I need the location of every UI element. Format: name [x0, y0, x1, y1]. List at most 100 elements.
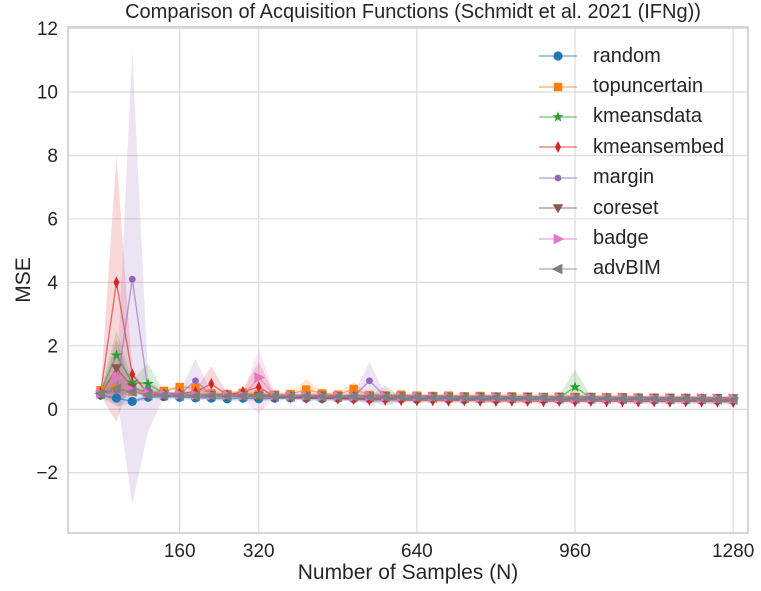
kmeansdata-marker-icon — [110, 349, 122, 361]
advBIM-marker-icon — [220, 390, 232, 402]
legend-label: margin — [593, 166, 655, 189]
advBIM-marker-icon — [252, 389, 264, 401]
margin-marker-icon — [192, 377, 199, 385]
legend-label: badge — [593, 227, 649, 250]
advBIM-marker-icon — [125, 386, 137, 398]
coreset-marker-icon — [552, 204, 564, 214]
advBIM-marker-icon — [283, 391, 295, 402]
advBIM-marker-icon — [489, 392, 501, 403]
chart-title: Comparison of Acquisition Functions (Sch… — [125, 1, 701, 23]
advBIM-marker-icon — [204, 390, 216, 402]
random-marker-icon — [127, 396, 137, 406]
kmeansembed-marker-icon — [129, 368, 136, 381]
y-tick-label: 0 — [47, 400, 58, 421]
legend-label: topuncertain — [593, 75, 704, 98]
y-tick-label: 6 — [47, 209, 58, 230]
advBIM-marker-icon — [394, 391, 406, 403]
kmeansembed-marker-icon — [539, 141, 577, 154]
margin-marker-icon — [554, 174, 562, 182]
random-marker-icon — [539, 51, 577, 61]
topuncertain-marker-icon — [301, 385, 311, 394]
advBIM-marker-icon — [189, 390, 200, 402]
advBIM-marker-icon — [426, 392, 438, 403]
advBIM-marker-icon — [537, 392, 548, 404]
advBIM-marker-icon — [726, 394, 738, 406]
y-tick-label: −2 — [36, 463, 58, 484]
kmeansembed-marker-icon — [255, 381, 262, 394]
advBIM-marker-icon — [347, 391, 359, 402]
advBIM-marker-icon — [315, 391, 327, 402]
coreset-marker-icon — [111, 364, 122, 374]
advBIM-marker-icon — [473, 392, 485, 404]
legend-label: kmeansdata — [593, 105, 702, 128]
advBIM-marker-icon — [616, 393, 627, 405]
legend-item-topuncertain: topuncertain — [538, 71, 724, 101]
legend-label: coreset — [593, 196, 659, 219]
legend-item-kmeansembed: kmeansembed — [538, 132, 724, 162]
y-tick-label: 4 — [47, 273, 58, 294]
advBIM-marker-icon — [378, 391, 390, 403]
advBIM-marker-icon — [584, 392, 596, 404]
advBIM-marker-icon — [457, 392, 469, 403]
y-tick-label: 10 — [37, 83, 58, 104]
advBIM-marker-icon — [442, 391, 453, 403]
y-axis-label: MSE — [12, 257, 35, 303]
badge-marker-icon — [112, 372, 123, 383]
tick-labels: 160 320 640 960 1280 −2 0 2 4 6 8 10 12 — [36, 19, 754, 562]
margin-marker-icon — [539, 174, 577, 182]
advBIM-marker-icon — [268, 390, 279, 402]
topuncertain-marker-icon — [539, 82, 577, 91]
random-marker-icon — [111, 393, 122, 403]
advBIM-marker-icon — [663, 393, 675, 405]
legend-label: random — [593, 44, 661, 67]
legend-item-coreset: coreset — [538, 193, 724, 223]
badge-marker-icon — [539, 233, 577, 244]
advBIM-marker-icon — [521, 392, 532, 404]
advBIM-marker-icon — [551, 263, 563, 275]
advBIM-marker-icon — [695, 393, 706, 405]
advBIM-marker-icon — [363, 391, 374, 403]
advBIM-marker-icon — [157, 389, 169, 401]
badge-marker-icon — [254, 372, 266, 383]
advBIM-marker-icon — [600, 393, 612, 404]
advBIM-marker-icon — [539, 263, 577, 275]
advBIM-marker-icon — [94, 388, 106, 399]
kmeansdata-marker-icon — [539, 111, 577, 122]
badge-marker-icon — [553, 233, 565, 244]
random-marker-icon — [553, 51, 563, 61]
advBIM-marker-icon — [710, 394, 722, 405]
advBIM-marker-icon — [410, 391, 422, 403]
legend: random topuncertain kmeansdata kmeansemb… — [538, 41, 724, 284]
advBIM-marker-icon — [110, 383, 121, 395]
legend-item-random: random — [538, 41, 724, 71]
x-tick-label: 640 — [401, 541, 433, 562]
plot-border — [67, 26, 749, 534]
advBIM-marker-icon — [173, 390, 185, 402]
legend-label: advBIM — [593, 257, 661, 280]
coreset-marker-icon — [539, 204, 577, 214]
margin-marker-icon — [128, 275, 136, 283]
kmeansembed-marker-icon — [113, 276, 120, 289]
series-markers-advBIM — [94, 383, 738, 406]
advBIM-marker-icon — [631, 393, 643, 404]
grid — [68, 27, 748, 533]
kmeansembed-marker-icon — [555, 141, 561, 154]
x-tick-label: 160 — [164, 541, 196, 562]
advBIM-marker-icon — [679, 393, 691, 405]
kmeansdata-marker-icon — [569, 381, 581, 392]
y-tick-label: 8 — [47, 146, 58, 167]
legend-item-advBIM: advBIM — [538, 254, 724, 284]
x-tick-label: 1280 — [712, 541, 754, 562]
topuncertain-marker-icon — [175, 382, 184, 392]
x-tick-label: 320 — [243, 541, 275, 562]
kmeansdata-marker-icon — [142, 378, 154, 389]
advBIM-marker-icon — [568, 393, 580, 404]
margin-marker-icon — [366, 377, 373, 385]
legend-item-margin: margin — [538, 163, 724, 193]
advBIM-marker-icon — [299, 390, 311, 402]
x-tick-label: 960 — [559, 541, 591, 562]
advBIM-marker-icon — [647, 393, 659, 405]
x-axis-label: Number of Samples (N) — [297, 561, 519, 584]
